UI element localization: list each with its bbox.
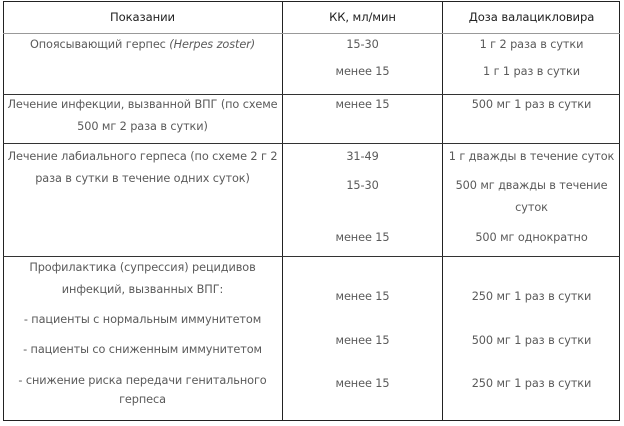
column-divider — [282, 1, 283, 421]
indication-cell: Лечение инфекции, вызванной ВПГ (по схем… — [7, 98, 278, 111]
indication-cell: Лечение лабиального герпеса (по схеме 2 … — [7, 150, 278, 163]
indication-cell: - пациенты со сниженным иммунитетом — [23, 343, 262, 356]
dose-cell: 500 мг 1 раз в сутки — [471, 98, 592, 111]
row-divider — [3, 33, 620, 34]
dose-cell: 1 г дважды в течение суток — [448, 150, 615, 163]
dose-cell: 1 г 1 раз в сутки — [483, 65, 580, 78]
indication-cell: 500 мг 2 раза в сутки) — [77, 120, 208, 133]
cc-cell: 15-30 — [346, 38, 379, 51]
latin-name: (Herpes zoster) — [169, 38, 256, 51]
cc-cell: менее 15 — [335, 290, 390, 303]
header-indication: Показании — [110, 10, 175, 24]
indication-cell: - снижение риска передачи генитального — [18, 374, 267, 387]
cc-cell: 15-30 — [346, 179, 379, 192]
indication-cell: - пациенты с нормальным иммунитетом — [23, 313, 262, 326]
row-divider — [3, 143, 620, 144]
dose-cell: суток — [515, 201, 548, 214]
dosage-table — [3, 1, 620, 421]
header-cc: КК, мл/мин — [329, 10, 396, 24]
cc-cell: менее 15 — [335, 377, 390, 390]
dose-cell: 250 мг 1 раз в сутки — [471, 377, 592, 390]
dose-cell: 500 мг дважды в течение — [455, 179, 608, 192]
row-divider — [3, 256, 620, 257]
dose-cell: 250 мг 1 раз в сутки — [471, 290, 592, 303]
dose-cell: 500 мг однократно — [475, 231, 588, 244]
cc-cell: менее 15 — [335, 231, 390, 244]
indication-cell: инфекций, вызванных ВПГ: — [61, 283, 224, 296]
dose-cell: 500 мг 1 раз в сутки — [471, 334, 592, 347]
dose-cell: 1 г 2 раза в сутки — [479, 38, 584, 51]
cc-cell: менее 15 — [335, 98, 390, 111]
cc-cell: менее 15 — [335, 334, 390, 347]
indication-text: Опоясывающий герпес — [29, 38, 170, 51]
row-divider — [3, 94, 620, 95]
indication-cell: герпеса — [119, 393, 166, 406]
indication-cell: Профилактика (супрессия) рецидивов — [29, 261, 256, 274]
cc-cell: менее 15 — [335, 65, 390, 78]
indication-cell: раза в сутки в течение одних суток) — [35, 172, 250, 185]
cc-cell: 31-49 — [346, 150, 379, 163]
header-dose: Доза валацикловира — [468, 10, 595, 24]
column-divider — [442, 1, 443, 421]
indication-cell: Опоясывающий герпес (Herpes zoster) — [3, 37, 282, 53]
